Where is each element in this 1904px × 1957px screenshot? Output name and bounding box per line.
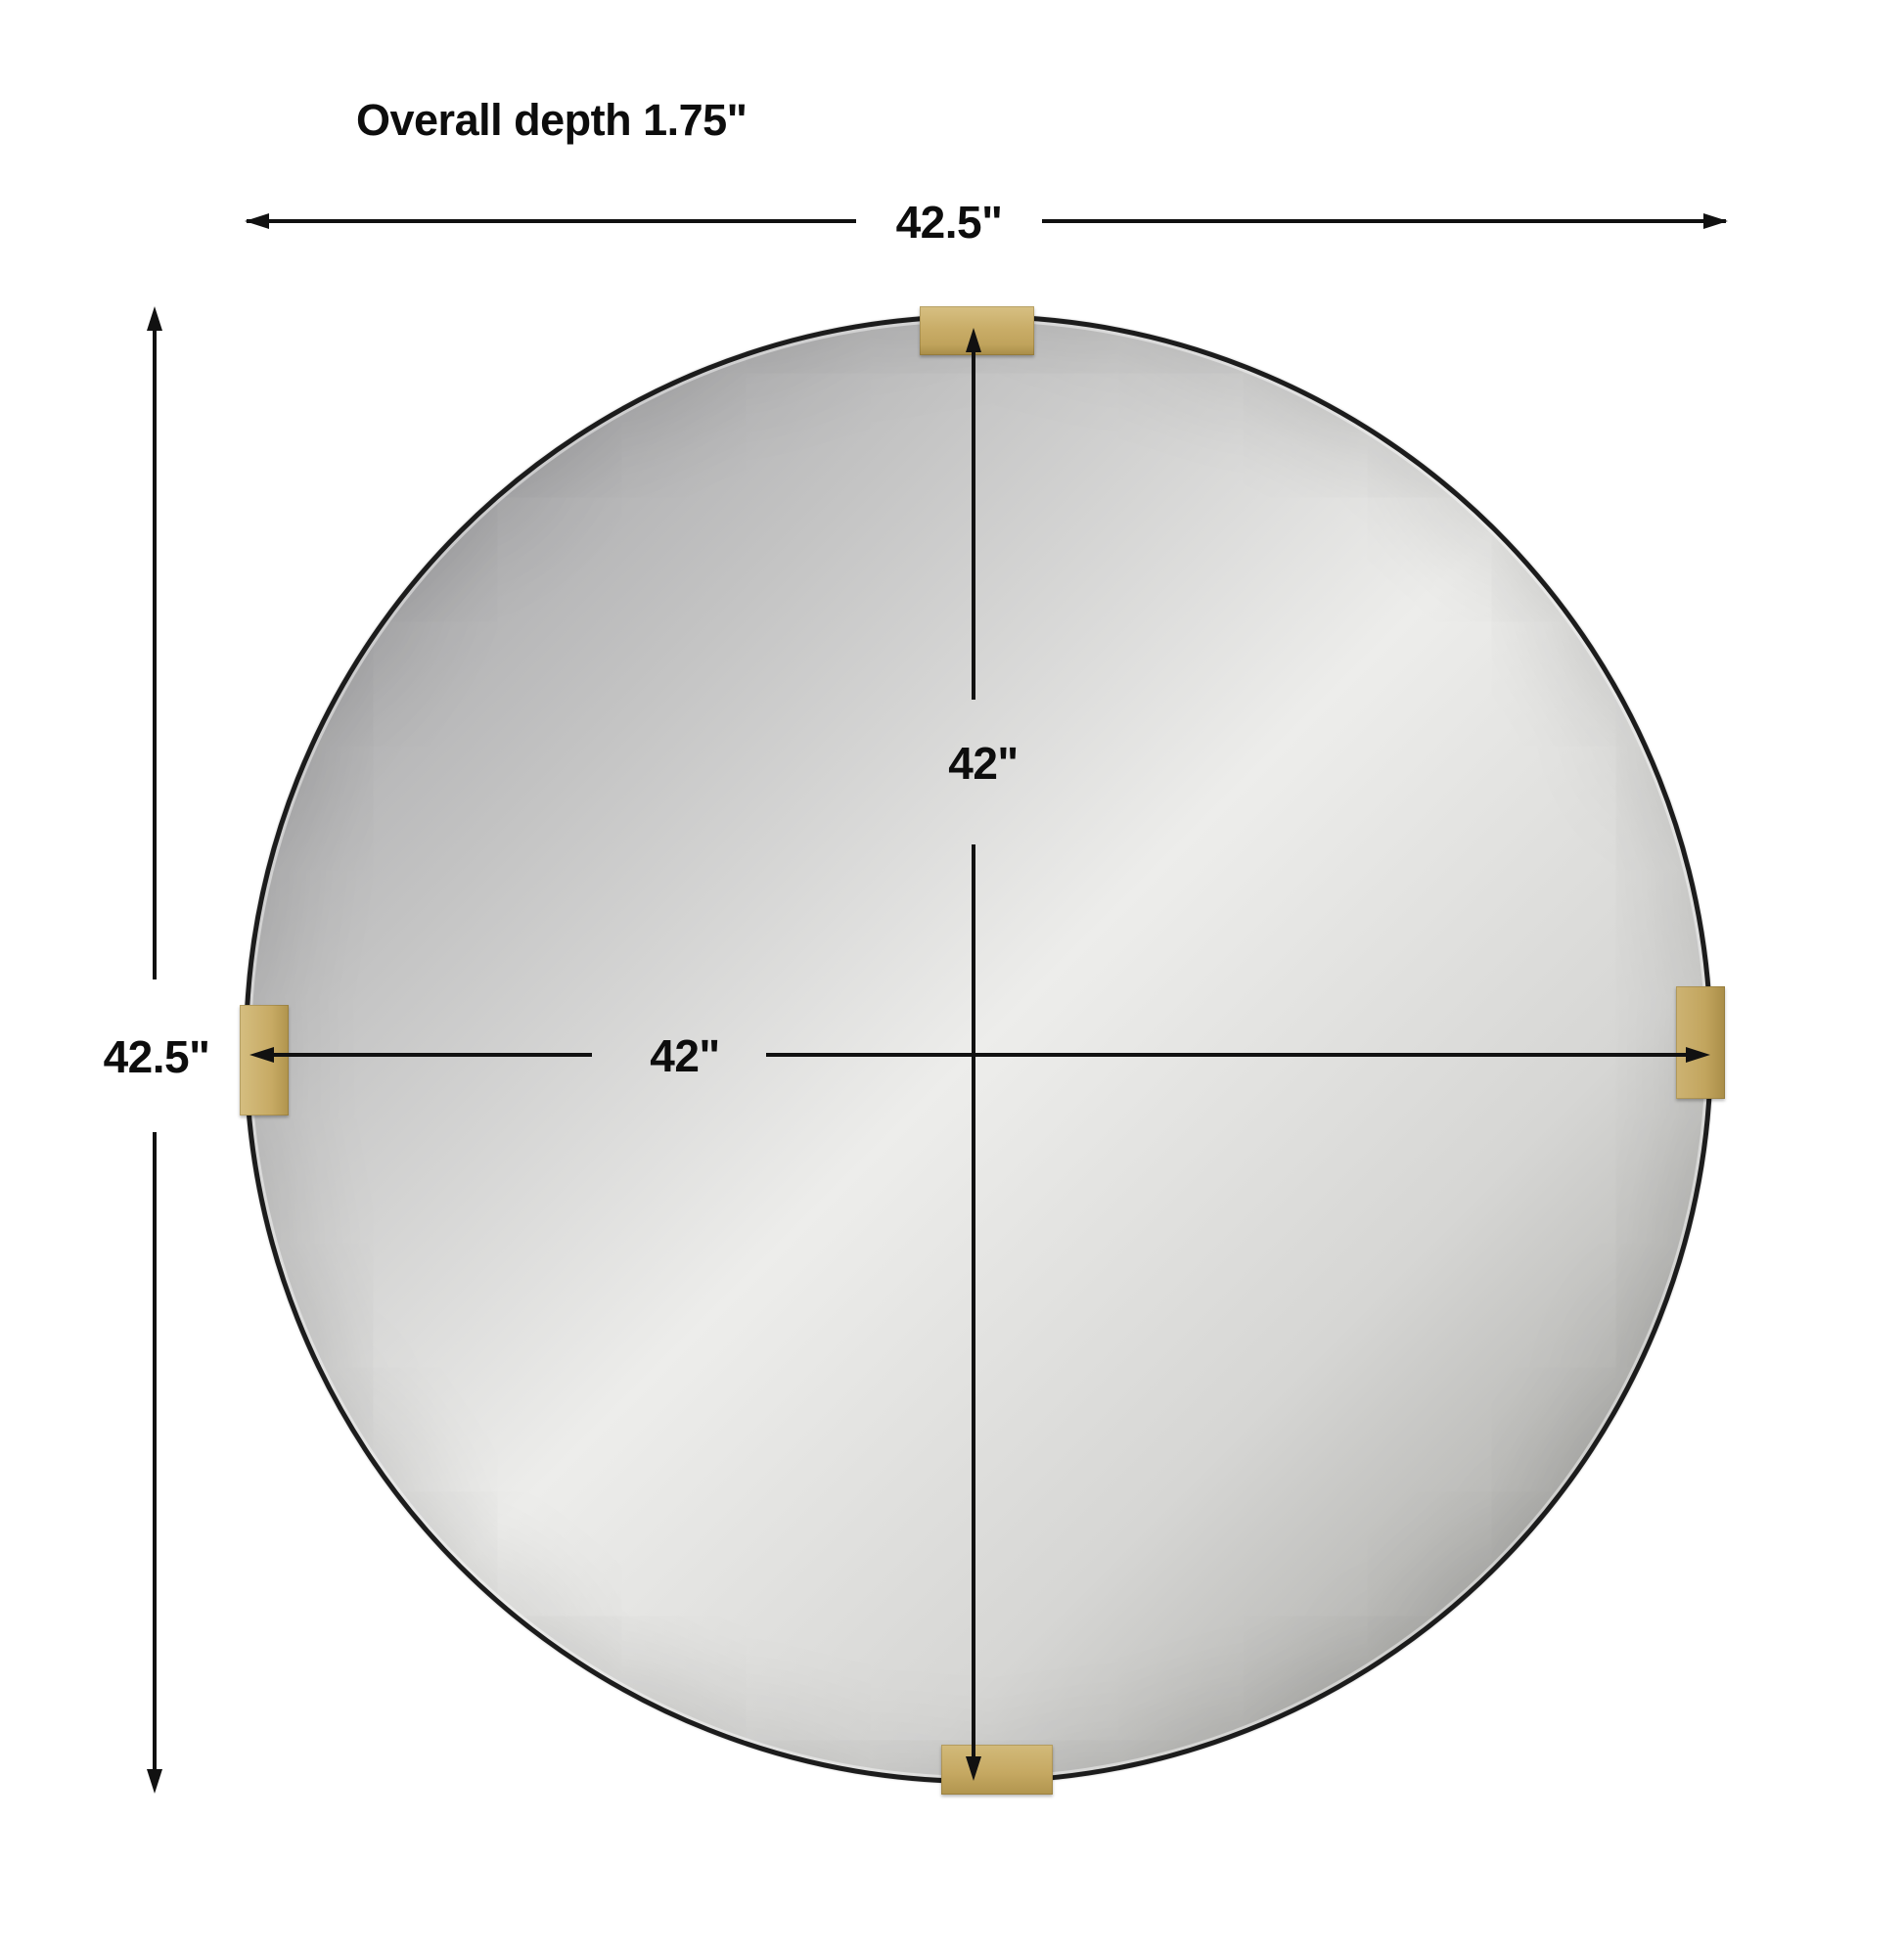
overall-width-line-right xyxy=(1042,219,1726,223)
round-mirror xyxy=(244,314,1713,1784)
mirror-clip-bottom xyxy=(941,1745,1053,1795)
overall-depth-label: Overall depth 1.75" xyxy=(356,95,748,145)
overall-width-arrow-right-icon xyxy=(1703,213,1728,229)
glass-height-value: 42" xyxy=(948,738,1019,789)
glass-height-arrow-up-icon xyxy=(966,328,981,352)
glass-width-arrow-right-icon xyxy=(1686,1047,1710,1063)
glass-height-arrow-down-icon xyxy=(966,1756,981,1781)
overall-height-line-bottom xyxy=(153,1132,157,1771)
overall-width-value: 42.5" xyxy=(895,197,1003,248)
mirror-clip-right xyxy=(1676,986,1725,1099)
glass-width-line-right xyxy=(766,1053,1688,1057)
overall-height-arrow-down-icon xyxy=(147,1769,162,1794)
overall-height-value: 42.5" xyxy=(103,1031,210,1082)
glass-width-value: 42" xyxy=(650,1030,720,1081)
glass-width-line-left xyxy=(272,1053,592,1057)
overall-width-arrow-left-icon xyxy=(245,213,269,229)
glass-height-line-bottom xyxy=(972,844,975,1758)
glass-width-arrow-left-icon xyxy=(249,1047,274,1063)
overall-height-line-top xyxy=(153,329,157,979)
glass-height-line-top xyxy=(972,350,975,700)
overall-height-arrow-up-icon xyxy=(147,306,162,331)
overall-width-line-left xyxy=(247,219,856,223)
